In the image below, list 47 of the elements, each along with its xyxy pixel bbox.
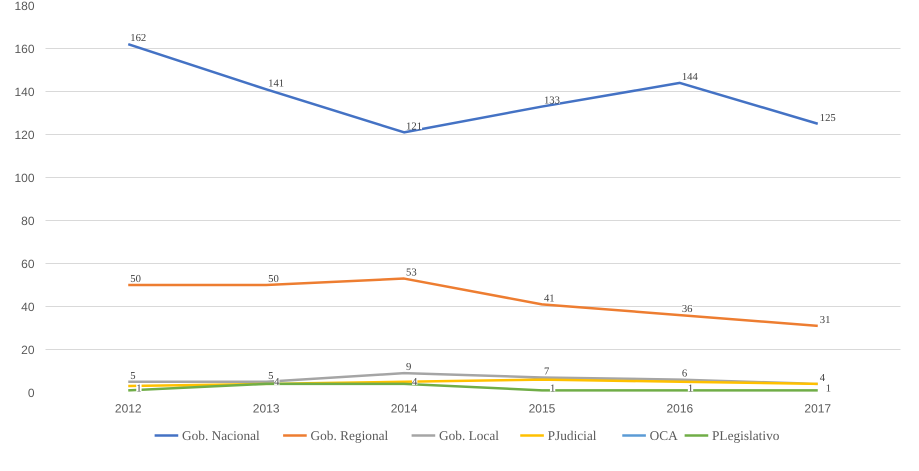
- legend-label: PJudicial: [548, 428, 597, 443]
- y-tick-label: 40: [21, 300, 35, 314]
- legend-label: Gob. Regional: [310, 428, 389, 443]
- x-tick-label: 2016: [666, 402, 694, 416]
- legend-label: Gob. Local: [438, 428, 500, 443]
- data-label: 50: [268, 274, 279, 285]
- data-label: 4: [820, 372, 826, 384]
- data-label: 125: [820, 112, 836, 124]
- data-label: 9: [406, 362, 412, 374]
- y-tick-label: 80: [21, 214, 35, 228]
- data-label: 4: [274, 376, 280, 388]
- data-label: 36: [682, 304, 694, 316]
- data-label: 144: [682, 72, 699, 83]
- data-label: 6: [682, 368, 688, 380]
- data-label: 31: [820, 314, 830, 326]
- data-label: 53: [406, 268, 417, 279]
- legend-label: PLegislativo: [712, 428, 780, 443]
- y-tick-label: 20: [21, 343, 35, 357]
- x-tick-label: 2014: [390, 402, 418, 416]
- x-tick-label: 2017: [804, 402, 832, 416]
- y-tick-label: 0: [28, 386, 35, 400]
- data-label: 1: [688, 383, 694, 394]
- y-tick-label: 120: [14, 128, 35, 142]
- y-tick-label: 140: [14, 85, 35, 99]
- x-tick-label: 2013: [252, 402, 280, 416]
- data-label: 1: [826, 383, 832, 394]
- data-label: 5: [268, 370, 274, 382]
- data-label: 133: [544, 96, 560, 107]
- y-tick-label: 60: [21, 257, 35, 271]
- data-label: 162: [130, 33, 146, 44]
- data-label: 7: [544, 366, 550, 378]
- data-label: 1: [136, 383, 142, 394]
- data-label: 121: [406, 121, 422, 132]
- x-tick-label: 2012: [114, 402, 142, 416]
- legend-label: Gob. Nacional: [182, 428, 260, 443]
- x-tick-label: 2015: [528, 402, 556, 416]
- y-tick-label: 100: [14, 171, 35, 185]
- data-label: 5: [130, 370, 136, 382]
- y-tick-label: 180: [14, 0, 35, 13]
- line-series: [126, 42, 820, 134]
- legend-label: OCA: [650, 428, 678, 443]
- data-label: 50: [130, 274, 141, 285]
- y-tick-label: 160: [14, 42, 35, 56]
- data-label: 4: [412, 376, 418, 388]
- data-label: 41: [544, 293, 555, 304]
- data-label: 141: [268, 78, 284, 90]
- data-label: 1: [550, 383, 556, 394]
